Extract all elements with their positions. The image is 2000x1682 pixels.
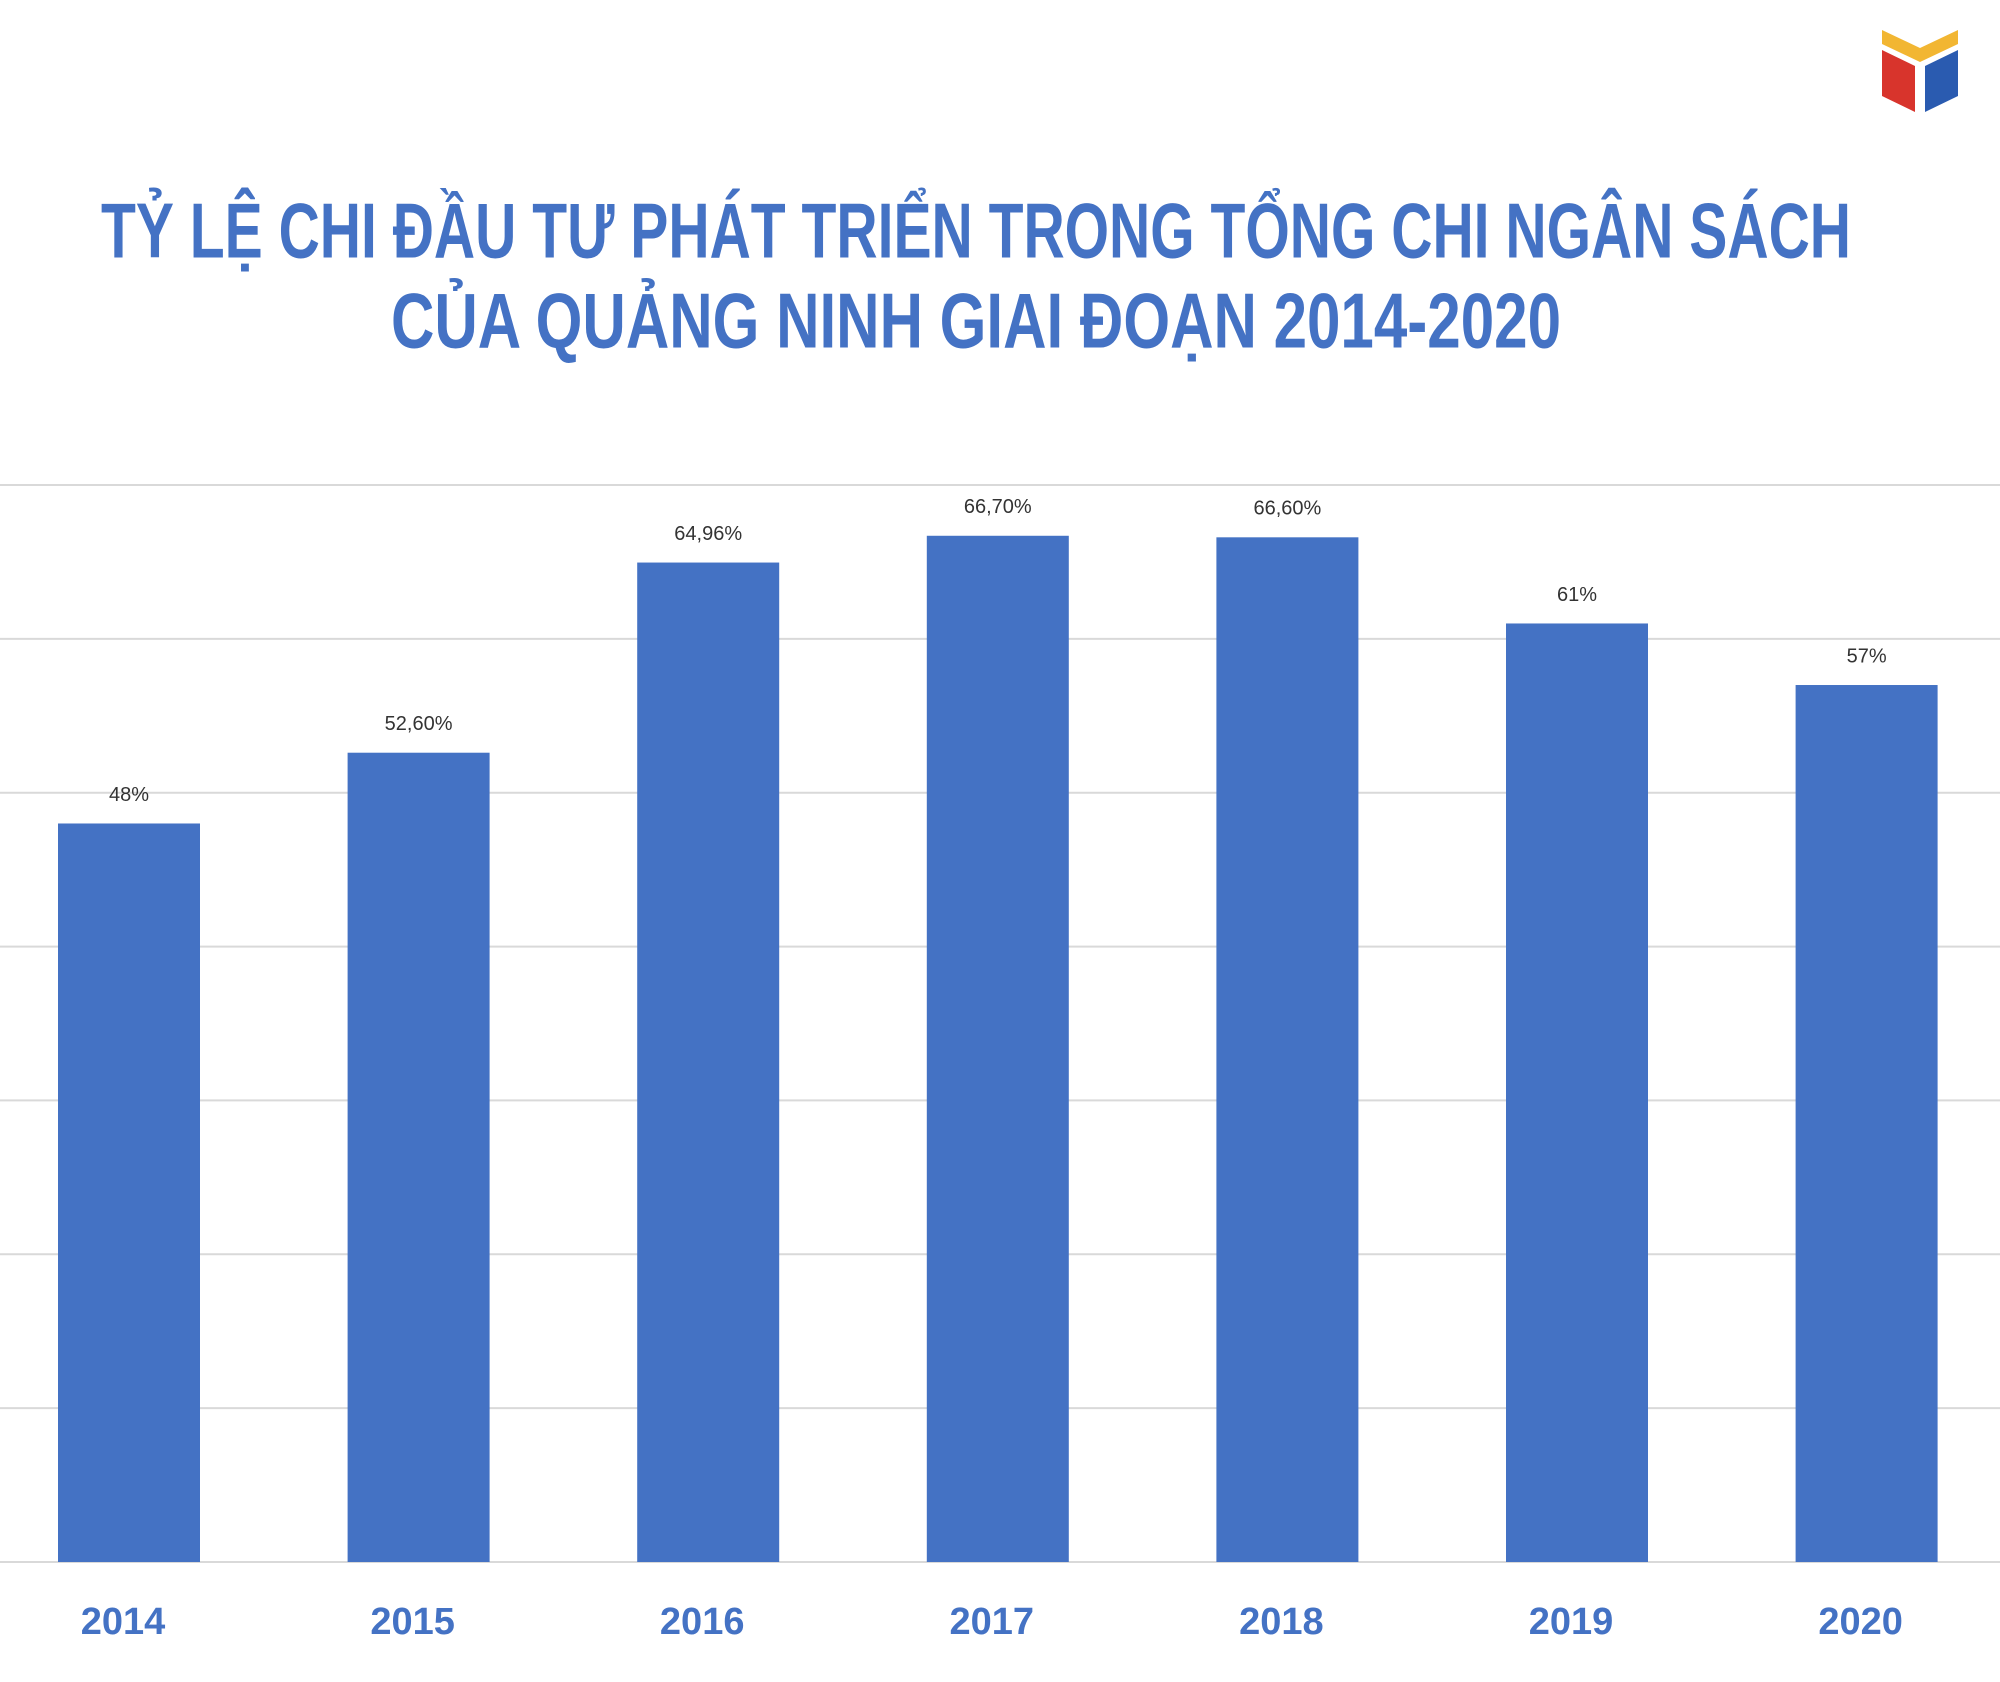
value-label: 66,60% bbox=[1253, 498, 1321, 520]
bar bbox=[1216, 537, 1359, 1562]
logo bbox=[1882, 30, 1958, 112]
value-label: 48% bbox=[109, 784, 149, 806]
x-tick-label: 2014 bbox=[81, 1601, 166, 1643]
value-label: 64,96% bbox=[674, 523, 742, 545]
x-tick-label: 2017 bbox=[950, 1601, 1035, 1643]
bar bbox=[1795, 685, 1938, 1562]
value-label: 61% bbox=[1557, 584, 1597, 606]
value-label: 52,60% bbox=[385, 713, 453, 735]
value-label: 66,70% bbox=[964, 496, 1032, 518]
chart-title: TỶ LỆ CHI ĐẦU TƯ PHÁT TRIỂN TRONG TỔNG C… bbox=[101, 187, 1851, 275]
x-tick-label: 2018 bbox=[1239, 1601, 1324, 1643]
bar bbox=[347, 752, 490, 1562]
x-tick-label: 2019 bbox=[1529, 1601, 1614, 1643]
bar bbox=[58, 823, 200, 1562]
x-tick-label: 2015 bbox=[370, 1601, 455, 1643]
x-tick-label: 2016 bbox=[660, 1601, 745, 1643]
bar bbox=[1506, 623, 1648, 1562]
bar bbox=[926, 535, 1069, 1562]
chart-title: CỦA QUẢNG NINH GIAI ĐOẠN 2014-2020 bbox=[391, 277, 1561, 365]
bar bbox=[637, 562, 780, 1562]
x-tick-label: 2020 bbox=[1818, 1601, 1903, 1643]
value-label: 57% bbox=[1847, 645, 1887, 667]
